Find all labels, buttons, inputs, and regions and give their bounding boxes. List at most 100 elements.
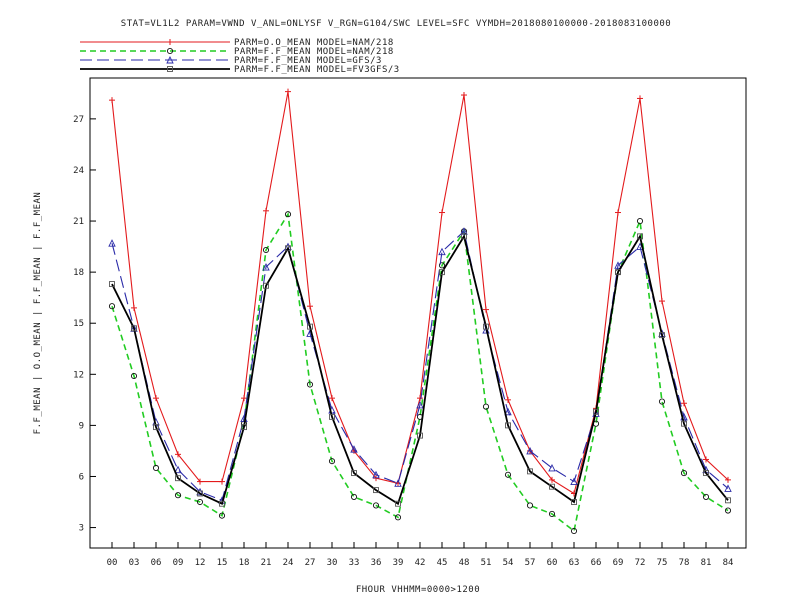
- x-tick-label: 27: [305, 558, 316, 568]
- data-point: [263, 282, 269, 289]
- series-3: [109, 233, 731, 507]
- data-point: [549, 476, 555, 483]
- x-axis: 00 03 06 09 12 15 18 21 24 27 30 33 36 39 42 45 48 51 54 57…: [107, 542, 734, 568]
- data-point: [262, 263, 270, 271]
- data-point: [218, 512, 226, 519]
- data-point: [175, 475, 181, 482]
- data-point: [417, 395, 423, 402]
- data-point: [725, 476, 731, 483]
- x-tick-label: 69: [613, 558, 624, 568]
- x-tick-label: 15: [217, 558, 228, 568]
- data-point: [659, 298, 665, 305]
- chart-title: STAT=VL1L2 PARAM=VWND V_ANL=ONLYSF V_RGN…: [121, 19, 671, 29]
- series-2: [108, 227, 732, 504]
- series-line: [111, 234, 729, 506]
- data-point: [307, 303, 313, 310]
- data-point: [725, 497, 731, 504]
- data-point: [174, 465, 182, 474]
- data-point: [527, 468, 533, 475]
- data-point: [394, 479, 402, 487]
- data-point: [285, 245, 291, 252]
- series-layer: [108, 88, 732, 535]
- data-point: [152, 464, 160, 472]
- data-point: [109, 97, 115, 104]
- data-point: [328, 458, 336, 465]
- series-line: [111, 211, 729, 533]
- x-tick-label: 75: [657, 558, 668, 568]
- data-point: [108, 303, 116, 310]
- y-tick-label: 15: [73, 319, 84, 329]
- x-axis-label: FHOUR VHHMM=0000>1200: [356, 585, 480, 595]
- legend-entry: PARM=F.F_MEAN MODEL=NAM/218: [80, 47, 394, 57]
- x-tick-label: 54: [503, 558, 514, 568]
- x-tick-label: 21: [261, 558, 272, 568]
- data-point: [548, 510, 556, 517]
- data-point: [307, 323, 313, 330]
- y-tick-label: 6: [79, 472, 84, 482]
- data-point: [219, 478, 225, 485]
- data-point: [703, 470, 709, 477]
- legend-label: PARM=F.F_MEAN MODEL=NAM/218: [234, 47, 394, 57]
- data-point: [636, 217, 644, 225]
- legend-marker: [166, 47, 174, 55]
- x-tick-label: 30: [327, 558, 338, 568]
- data-point: [416, 400, 424, 409]
- data-point: [350, 493, 358, 500]
- x-tick-label: 03: [129, 558, 140, 568]
- data-point: [372, 470, 380, 479]
- x-tick-label: 60: [547, 558, 558, 568]
- data-point: [241, 395, 247, 402]
- data-point: [439, 209, 445, 216]
- x-tick-label: 00: [107, 558, 118, 568]
- legend-entry: PARM=F.F_MEAN MODEL=GFS/3: [80, 55, 382, 66]
- data-point: [131, 325, 137, 332]
- y-tick-label: 3: [79, 524, 84, 534]
- data-point: [306, 381, 314, 388]
- x-tick-label: 36: [371, 558, 382, 568]
- data-point: [659, 332, 665, 339]
- data-point: [615, 209, 621, 216]
- data-point: [505, 396, 511, 403]
- data-point: [130, 372, 138, 380]
- series-line: [111, 230, 729, 502]
- x-tick-label: 57: [525, 558, 536, 568]
- data-point: [504, 407, 512, 416]
- y-tick-label: 27: [73, 115, 84, 125]
- data-point: [724, 484, 732, 492]
- data-point: [351, 470, 357, 477]
- data-point: [548, 463, 556, 472]
- y-tick-label: 9: [79, 421, 84, 431]
- data-point: [438, 262, 446, 269]
- x-tick-label: 18: [239, 558, 250, 568]
- x-tick-label: 45: [437, 558, 448, 568]
- data-point: [373, 487, 379, 494]
- data-point: [637, 95, 643, 102]
- x-tick-label: 84: [723, 558, 734, 568]
- data-point: [219, 500, 225, 507]
- data-point: [549, 483, 555, 490]
- data-point: [505, 422, 511, 429]
- data-point: [526, 446, 534, 455]
- data-point: [284, 211, 292, 218]
- data-point: [681, 420, 687, 427]
- x-tick-label: 81: [701, 558, 712, 568]
- data-point: [461, 92, 467, 99]
- data-point: [637, 233, 643, 240]
- data-point: [263, 207, 269, 214]
- x-tick-label: 51: [481, 558, 492, 568]
- legend-label: PARM=F.F_MEAN MODEL=GFS/3: [234, 56, 382, 66]
- plot-frame: [89, 77, 747, 549]
- y-axis-label: F.F_MEAN | O.O_MEAN | F.F_MEAN | F.F_MEA…: [33, 192, 43, 435]
- x-tick-label: 33: [349, 558, 360, 568]
- x-tick-label: 12: [195, 558, 206, 568]
- legend: PARM=O.O_MEAN MODEL=NAM/218PARM=F.F_MEAN…: [80, 38, 399, 75]
- data-point: [482, 403, 490, 410]
- data-point: [285, 88, 291, 95]
- data-point: [417, 432, 423, 439]
- data-point: [153, 424, 159, 431]
- data-point: [570, 477, 578, 486]
- x-tick-label: 78: [679, 558, 690, 568]
- data-point: [241, 424, 247, 431]
- data-point: [175, 451, 181, 458]
